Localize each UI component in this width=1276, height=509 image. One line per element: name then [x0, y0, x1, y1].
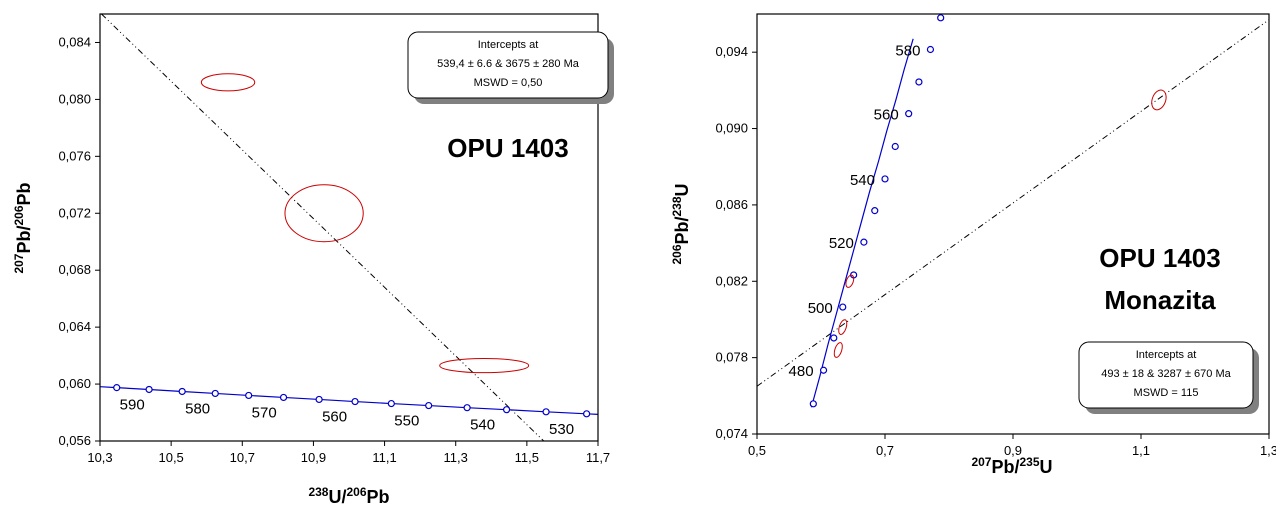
left-x-tick-label: 11,7: [586, 450, 610, 465]
left-age-label: 540: [470, 417, 495, 434]
left-y-tick-label: 0,080: [58, 91, 91, 106]
right-age-label: 500: [808, 300, 833, 317]
right-intercept-line2: 493 ± 18 & 3287 ± 670 Ma: [1101, 368, 1231, 380]
right-x-tick-label: 0,5: [748, 443, 766, 458]
left-concordia-marker: [425, 401, 433, 410]
right-y-tick-label: 0,074: [715, 426, 748, 441]
left-concordia-marker: [145, 385, 153, 394]
left-discordia-line: [101, 13, 545, 442]
right-error-ellipse: [833, 342, 843, 358]
left-age-label: 570: [252, 404, 277, 421]
left-age-label: 550: [394, 413, 419, 430]
right-chart-title-line2: Monazita: [1104, 285, 1216, 315]
right-age-label: 560: [874, 107, 899, 124]
left-concordia-marker: [245, 391, 253, 400]
right-age-label: 480: [789, 363, 814, 380]
right-concordia-marker: [830, 334, 838, 342]
left-error-ellipse: [439, 357, 530, 374]
right-y-axis-label: 206Pb/238U: [670, 183, 692, 264]
right-chart-title-line1: OPU 1403: [1099, 243, 1220, 273]
left-concordia-marker: [211, 389, 219, 398]
right-y-tick-label: 0,086: [715, 197, 748, 212]
left-concordia-marker: [583, 410, 591, 418]
right-concordia-marker: [881, 175, 889, 183]
left-y-tick-label: 0,084: [58, 34, 91, 49]
right-y-tick-label: 0,078: [715, 350, 748, 365]
left-error-ellipse: [200, 73, 256, 92]
right-concordia-marker: [915, 78, 923, 86]
right-error-ellipse: [1151, 89, 1167, 111]
left-x-tick-label: 11,3: [444, 450, 468, 465]
left-x-tick-label: 10,7: [230, 450, 255, 465]
left-y-axis-label: 207Pb/206Pb: [12, 182, 34, 273]
left-y-tick-label: 0,064: [58, 319, 91, 334]
left-concordia-marker: [463, 404, 471, 412]
left-y-tick-label: 0,076: [58, 148, 91, 163]
right-x-tick-label: 0,7: [876, 443, 894, 458]
right-x-tick-label: 0,9: [1004, 443, 1022, 458]
right-concordia-marker: [937, 14, 945, 22]
right-y-tick-label: 0,094: [715, 44, 748, 59]
right-intercept-line1: Intercepts at: [1136, 349, 1197, 361]
right-concordia-marker: [905, 110, 913, 118]
left-chart: 10,3 10,5 10,7 10,9 11,1 11,3 11,5 11,7 0,056 0,0…: [12, 13, 614, 507]
right-age-label: 540: [850, 172, 875, 189]
right-intercept-line3: MSWD = 115: [1134, 387, 1199, 399]
right-concordia-marker: [839, 303, 847, 311]
left-x-tick-label: 10,5: [158, 450, 183, 465]
right-concordia-curve: [810, 38, 914, 408]
right-error-ellipse: [838, 319, 848, 335]
left-intercept-line2: 539,4 ± 6.6 & 3675 ± 280 Ma: [437, 58, 580, 70]
left-chart-title: OPU 1403: [447, 133, 568, 163]
left-intercept-line1: Intercepts at: [478, 39, 539, 51]
left-y-tick-label: 0,072: [58, 205, 91, 220]
left-age-label: 530: [549, 421, 574, 438]
right-discordia-line: [756, 19, 1270, 387]
left-y-tick-label: 0,060: [58, 376, 91, 391]
left-x-axis-label: 238U/206Pb: [308, 485, 389, 507]
left-intercept-line3: MSWD = 0,50: [474, 77, 543, 89]
right-concordia-marker: [926, 45, 935, 54]
right-chart: 0,5 0,7 0,9 1,1 1,3 0,074 0,078 0,082 0,086 0,090…: [670, 13, 1276, 477]
left-concordia-marker: [542, 408, 550, 416]
right-x-axis-label: 207Pb/235U: [971, 455, 1052, 477]
left-concordia-marker: [351, 397, 359, 406]
left-concordia-marker: [178, 387, 186, 396]
left-y-tick-label: 0,056: [58, 433, 91, 448]
left-concordia-marker: [113, 384, 121, 392]
right-concordia-marker: [819, 366, 828, 374]
right-y-tick-label: 0,090: [715, 121, 748, 136]
left-age-label: 560: [322, 408, 347, 425]
right-concordia-marker: [860, 238, 868, 246]
left-x-tick-label: 10,3: [87, 450, 112, 465]
left-concordia-curve: [99, 386, 599, 415]
left-concordia-marker: [502, 406, 511, 414]
left-age-label: 580: [185, 400, 210, 417]
right-age-label: 580: [895, 43, 920, 60]
left-error-ellipse: [284, 184, 364, 243]
right-x-tick-label: 1,1: [1132, 443, 1150, 458]
right-x-tick-label: 1,3: [1260, 443, 1276, 458]
right-intercept-box: Intercepts at 493 ± 18 & 3287 ± 670 Ma M…: [1078, 341, 1259, 414]
left-x-tick-label: 11,5: [515, 450, 539, 465]
right-concordia-marker: [809, 400, 817, 408]
left-x-tick-label: 10,9: [301, 450, 326, 465]
left-x-tick-label: 11,1: [372, 450, 396, 465]
left-age-label: 590: [120, 397, 145, 414]
left-plot-frame: [99, 13, 599, 442]
left-concordia-marker: [315, 395, 323, 404]
left-y-tick-label: 0,068: [58, 262, 91, 277]
right-y-tick-label: 0,082: [715, 273, 748, 288]
right-age-label: 520: [829, 235, 854, 252]
left-intercept-box: Intercepts at 539,4 ± 6.6 & 3675 ± 280 M…: [407, 31, 614, 104]
right-concordia-marker: [871, 207, 879, 215]
left-concordia-marker: [387, 399, 395, 408]
right-error-ellipse: [845, 274, 855, 288]
left-concordia-marker: [279, 393, 288, 402]
right-concordia-marker: [891, 142, 899, 151]
